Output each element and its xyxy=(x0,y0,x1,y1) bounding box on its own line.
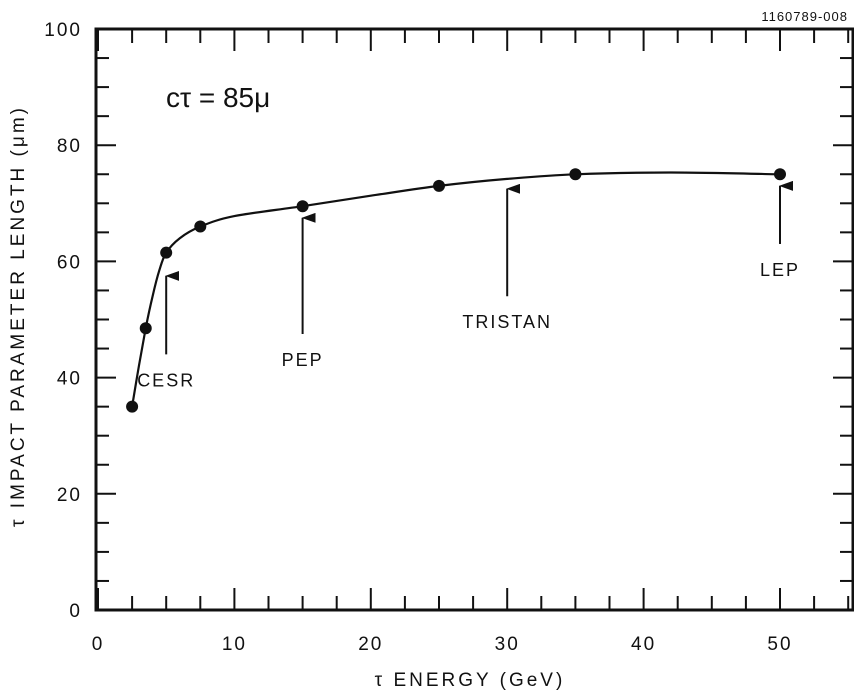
x-tick-label: 50 xyxy=(767,634,792,655)
x-tick-label: 10 xyxy=(222,634,247,655)
data-point xyxy=(774,168,786,181)
data-point xyxy=(194,220,207,233)
figure-id: 1160789-008 xyxy=(761,9,848,24)
data-point xyxy=(126,400,139,413)
data-point xyxy=(160,246,173,259)
data-points xyxy=(126,168,786,413)
x-tick-label: 30 xyxy=(495,634,520,655)
y-tick-labels: 0 20 40 60 80 100 xyxy=(44,20,82,622)
y-tick-label: 0 xyxy=(69,601,82,622)
data-point xyxy=(296,200,309,213)
formula-label: cτ = 85μ xyxy=(166,82,270,113)
y-axis-title: τ IMPACT PARAMETER LENGTH (μm) xyxy=(8,105,29,527)
x-tick-label: 20 xyxy=(358,634,383,655)
fit-curve xyxy=(131,171,781,407)
data-point xyxy=(139,322,152,335)
x-axis-title: τ ENERGY (GeV) xyxy=(375,670,566,691)
x-tick-label: 40 xyxy=(631,634,656,655)
y-tick-label: 100 xyxy=(44,20,82,41)
annotation-label: PEP xyxy=(282,350,324,370)
y-tick-label: 60 xyxy=(57,252,82,273)
y-tick-label: 80 xyxy=(57,136,82,157)
axis-ticks xyxy=(96,29,853,610)
data-point xyxy=(433,179,445,192)
annotation-label: TRISTAN xyxy=(462,312,552,332)
y-tick-label: 40 xyxy=(57,369,82,390)
annotation-label: LEP xyxy=(760,260,800,280)
x-tick-labels: 0 10 20 30 40 50 xyxy=(92,634,792,655)
annotation-label: CESR xyxy=(137,370,195,390)
x-tick-label: 0 xyxy=(92,634,105,655)
data-point xyxy=(569,168,582,181)
y-tick-label: 20 xyxy=(57,485,82,506)
accelerator-annotations: CESR PEP TRISTAN LEP xyxy=(137,180,800,390)
